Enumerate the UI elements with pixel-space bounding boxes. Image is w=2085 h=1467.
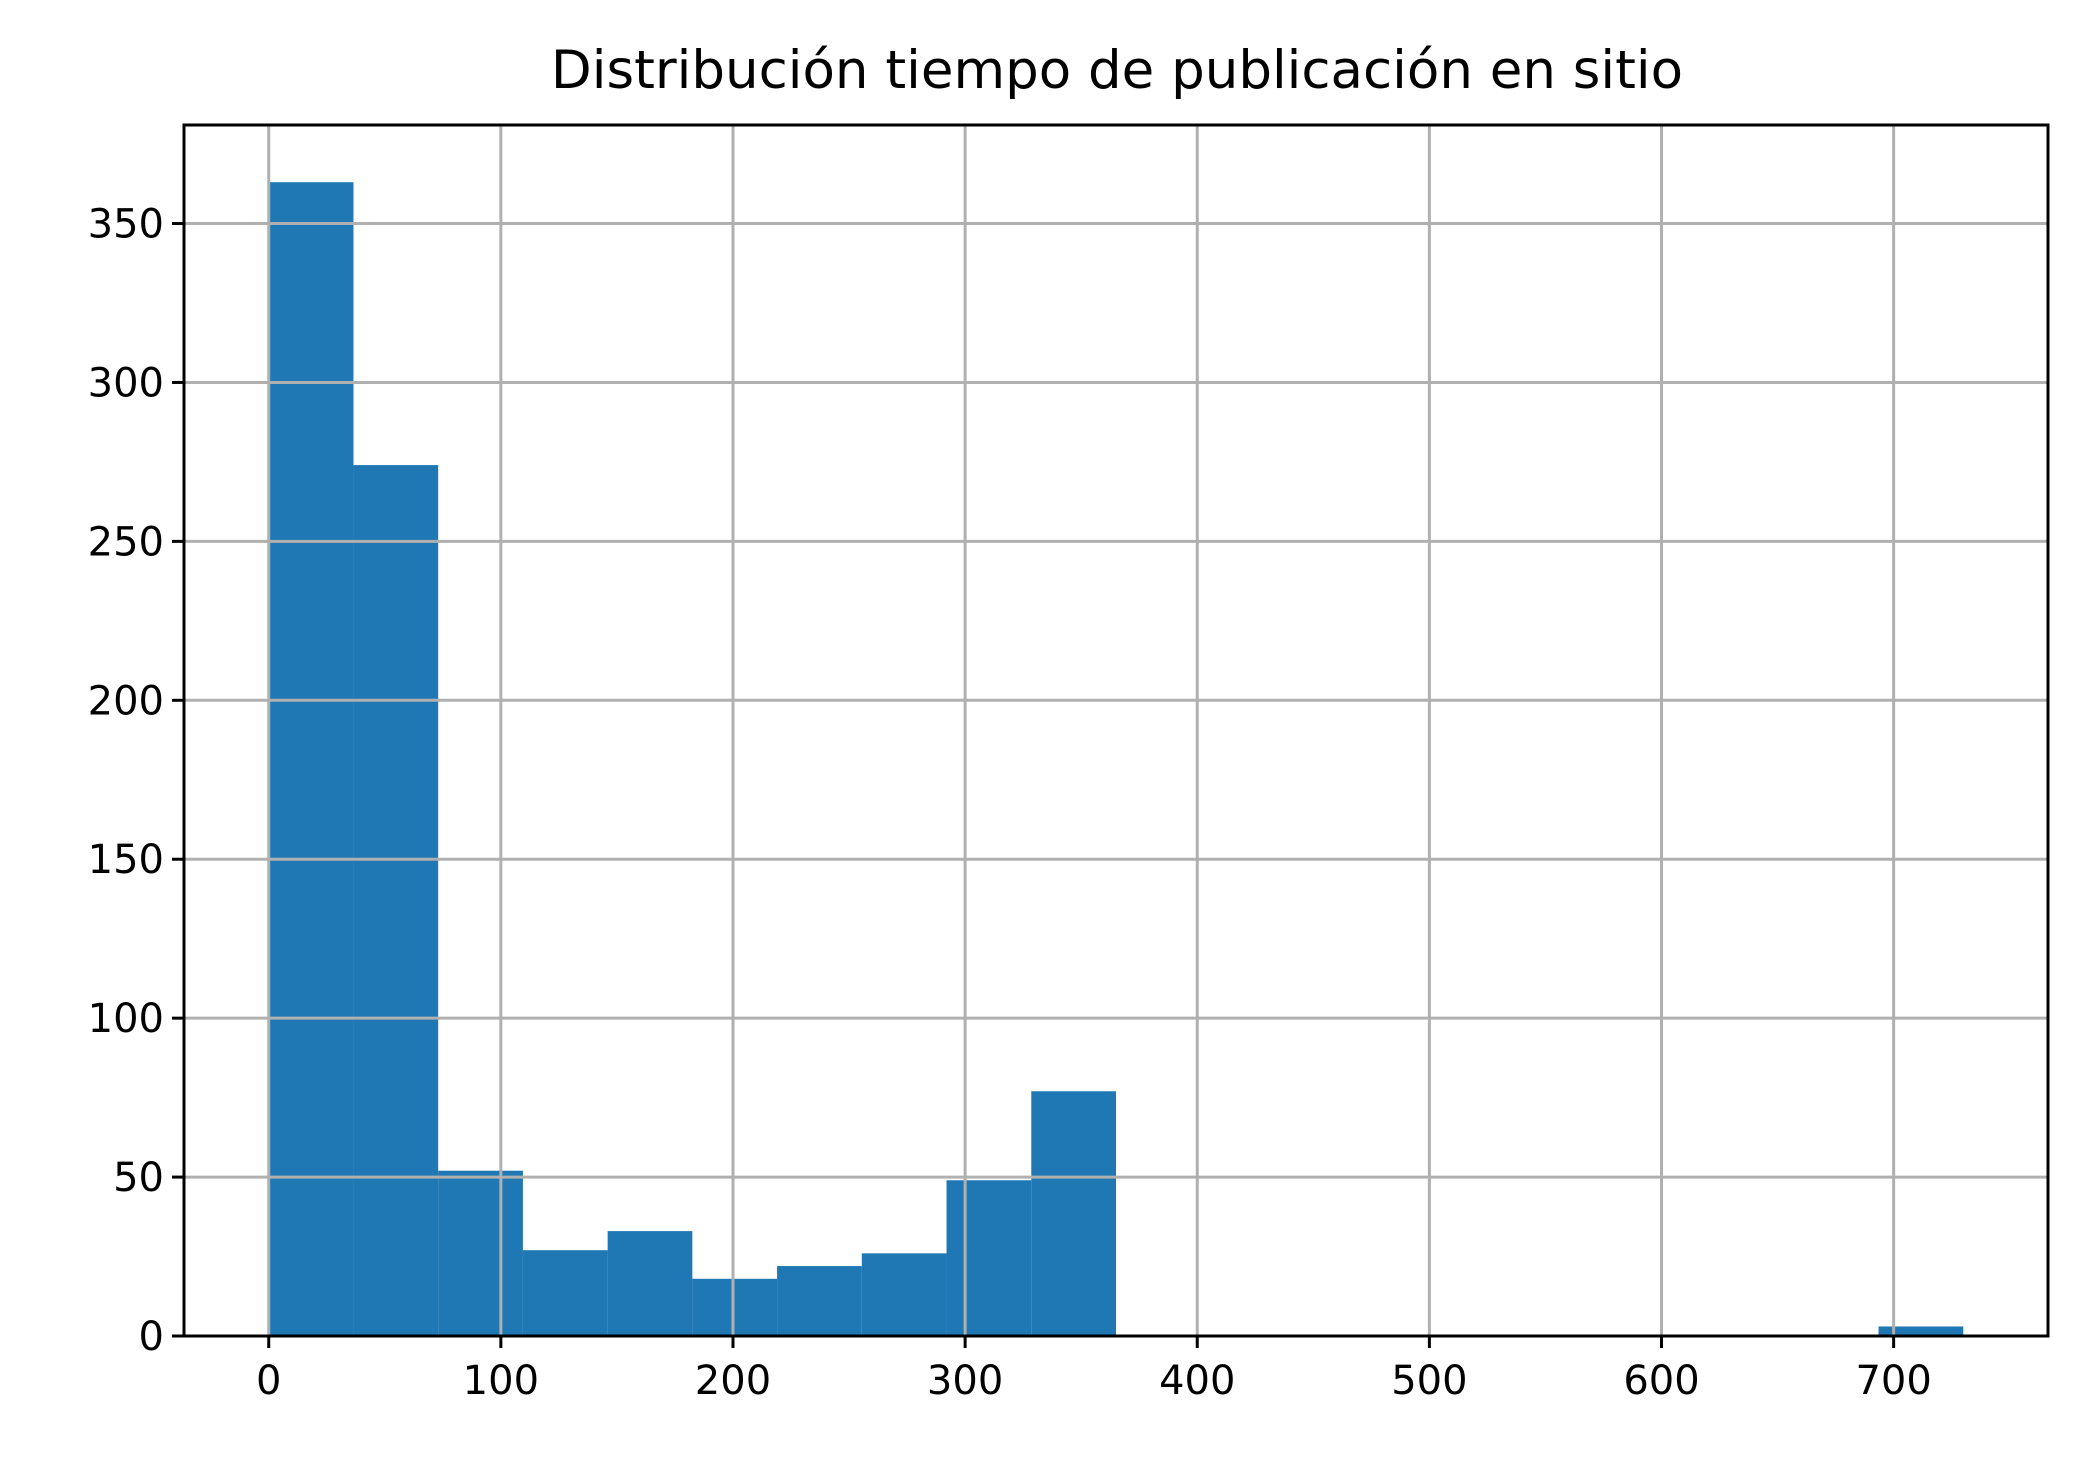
x-tick-label-3: 300 (927, 1358, 1003, 1404)
y-tick-label-0: 0 (139, 1314, 164, 1360)
histogram-bar-10 (1878, 1326, 1964, 1336)
y-tick-label-4: 200 (88, 678, 164, 724)
y-tick-label-6: 300 (88, 360, 164, 406)
histogram-bar-4 (607, 1231, 693, 1336)
y-axis-ticks: 0 50 100 150 200 250 300 350 (88, 202, 184, 1360)
histogram-bar-7 (861, 1253, 947, 1336)
x-axis-ticks: 0 100 200 300 400 500 600 700 (256, 1336, 1932, 1404)
histogram-bar-1 (353, 465, 439, 1336)
histogram-bar-6 (777, 1266, 862, 1336)
x-tick-label-6: 600 (1623, 1358, 1699, 1404)
chart-title: Distribución tiempo de publicación en si… (551, 40, 1683, 101)
grid-lines (184, 125, 2048, 1338)
axes (182, 123, 2050, 1338)
plot-frame (182, 123, 2050, 1338)
histogram-bar-2 (438, 1170, 523, 1336)
x-tick-label-1: 100 (463, 1358, 539, 1404)
x-tick-label-7: 700 (1855, 1358, 1931, 1404)
histogram-bar-5 (692, 1278, 778, 1336)
histogram-bar-9 (1031, 1091, 1116, 1336)
y-tick-label-5: 250 (88, 519, 164, 565)
x-tick-label-0: 0 (256, 1358, 281, 1404)
x-tick-label-5: 500 (1391, 1358, 1467, 1404)
y-tick-label-1: 50 (113, 1155, 164, 1201)
histogram-bars (268, 182, 1964, 1336)
x-tick-label-4: 400 (1159, 1358, 1235, 1404)
histogram-bar-8 (946, 1180, 1032, 1336)
y-tick-label-7: 350 (88, 202, 164, 248)
x-tick-label-2: 200 (695, 1358, 771, 1404)
y-tick-label-2: 100 (88, 996, 164, 1042)
histogram-bar-0 (268, 182, 354, 1336)
histogram-bar-3 (522, 1250, 608, 1336)
y-tick-label-3: 150 (88, 837, 164, 883)
